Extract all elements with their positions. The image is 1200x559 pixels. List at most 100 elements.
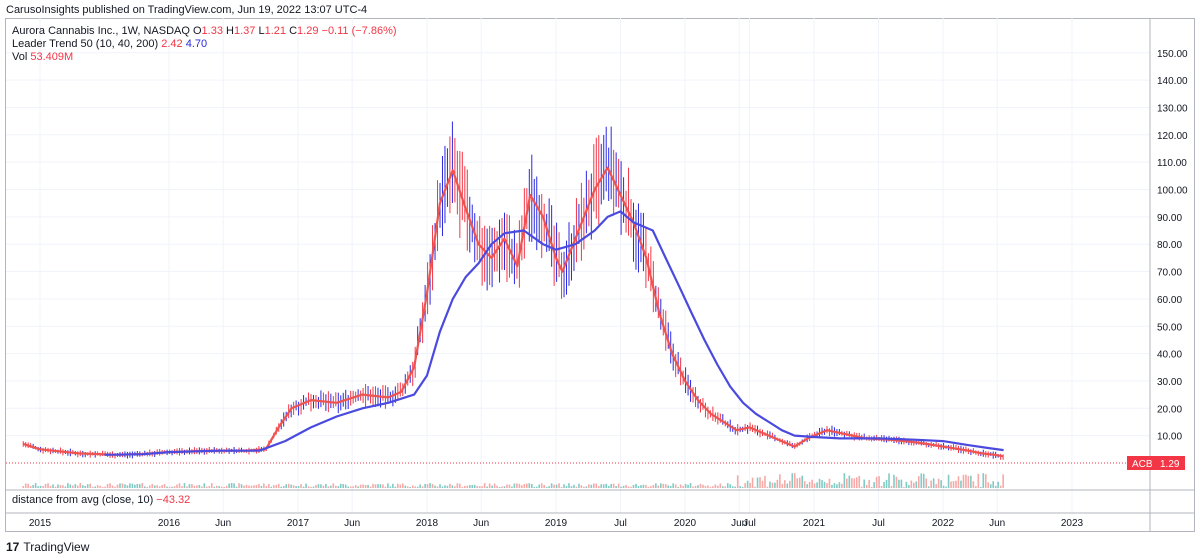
volume-bar — [47, 483, 49, 488]
chart-frame — [5, 18, 1195, 532]
volume-bar — [382, 484, 384, 488]
volume-bar — [404, 485, 407, 488]
footer[interactable]: 17 TradingView — [6, 540, 89, 554]
y-tick-label: 20.00 — [1157, 404, 1182, 415]
volume-bar — [908, 484, 910, 488]
volume-bar — [984, 474, 987, 488]
volume-bar — [657, 485, 660, 488]
volume-bar — [268, 484, 270, 488]
volume-bar — [307, 486, 310, 488]
volume-bar — [434, 485, 436, 488]
volume-bar — [980, 486, 982, 488]
volume-bar — [764, 475, 766, 488]
open-value: 1.33 — [201, 25, 223, 37]
volume-bar — [652, 484, 655, 488]
volume-bar — [114, 486, 116, 488]
volume-bar — [516, 483, 518, 488]
volume-bar — [77, 485, 79, 488]
volume-bar — [597, 486, 600, 488]
volume-bar — [960, 480, 962, 488]
y-tick-label: 70.00 — [1157, 268, 1182, 279]
volume-bar — [989, 484, 992, 488]
x-tick-label: 2017 — [287, 518, 310, 529]
volume-bar — [952, 481, 955, 488]
volume-bar — [751, 477, 754, 488]
volume-bar — [818, 478, 821, 488]
volume-bar — [640, 485, 642, 488]
volume-bar — [248, 485, 250, 488]
volume-value: 53.409M — [30, 51, 74, 63]
volume-bar — [776, 479, 779, 488]
volume-bar — [411, 485, 414, 488]
volume-bar — [372, 483, 374, 488]
volume-bar — [362, 484, 364, 488]
volume-bar — [397, 483, 399, 488]
volume-bar — [736, 475, 739, 488]
volume-bar — [240, 484, 243, 488]
volume-bar — [543, 484, 545, 488]
volume-bar — [684, 484, 687, 488]
volume-bar — [888, 473, 890, 488]
volume-bar — [414, 486, 416, 488]
volume-bar — [595, 483, 598, 488]
volume-bar — [540, 483, 543, 488]
sub-indicator-legend[interactable]: distance from avg (close, 10) −43.32 — [12, 494, 190, 506]
volume-bar — [689, 483, 692, 488]
symbol-line: Aurora Cannabis Inc., 1W, NASDAQ — [12, 25, 190, 37]
volume-bar — [650, 486, 652, 488]
volume-bar — [104, 486, 106, 488]
volume-bar — [81, 485, 84, 488]
volume-bar — [739, 486, 741, 488]
sub-indicator-value: −43.32 — [156, 494, 191, 506]
volume-bar — [421, 486, 424, 488]
volume-bar — [553, 484, 555, 488]
volume-bar — [354, 485, 357, 488]
footer-brand: TradingView — [23, 540, 90, 554]
close-label: C — [289, 25, 298, 37]
volume-bar — [957, 476, 960, 488]
volume-bar — [292, 485, 295, 488]
volume-bar — [508, 484, 511, 488]
volume-bar — [605, 483, 608, 488]
volume-bar — [575, 486, 578, 488]
volume-legend[interactable]: Vol 53.409M — [12, 51, 73, 63]
volume-bar — [900, 479, 903, 488]
y-tick-label: 140.00 — [1157, 76, 1188, 87]
volume-bar — [364, 484, 367, 488]
volume-bar — [277, 483, 280, 488]
volume-bar — [203, 483, 206, 488]
x-tick-label: Jun — [473, 518, 489, 529]
volume-bar — [99, 485, 101, 488]
x-tick-label: Jul — [614, 518, 627, 529]
volume-bar — [808, 481, 811, 488]
volume-bar — [898, 479, 900, 488]
x-tick-label: Jun — [731, 518, 747, 529]
volume-bar — [719, 483, 722, 488]
volume-bar — [344, 484, 347, 488]
volume-bar — [788, 480, 791, 488]
volume-bar — [419, 484, 421, 488]
volume-bar — [332, 483, 335, 488]
volume-bar — [538, 484, 541, 488]
x-tick-label: Jul — [743, 518, 756, 529]
volume-bar — [754, 486, 756, 488]
volume-bar — [922, 473, 925, 488]
volume-bar — [126, 485, 129, 488]
price-axis: 10.00 20.00 30.00 40.00 50.00 60.00 70.00 80.00… — [1157, 49, 1188, 443]
volume-bar — [196, 485, 198, 488]
volume-bar — [833, 483, 836, 488]
grid — [6, 18, 1150, 513]
volume-bar — [937, 478, 940, 488]
volume-bar — [151, 484, 154, 488]
volume-bar — [498, 486, 501, 488]
volume-bar — [335, 485, 337, 488]
indicator-legend[interactable]: Leader Trend 50 (10, 40, 200) 2.42 4.70 — [12, 38, 207, 50]
volume-bar — [796, 478, 799, 488]
volume-bar — [838, 482, 841, 488]
volume-bar — [44, 483, 47, 488]
volume-bar — [583, 486, 585, 488]
volume-bar — [483, 483, 486, 488]
slow-trend-line — [104, 210, 1004, 456]
volume-bar — [136, 483, 139, 488]
